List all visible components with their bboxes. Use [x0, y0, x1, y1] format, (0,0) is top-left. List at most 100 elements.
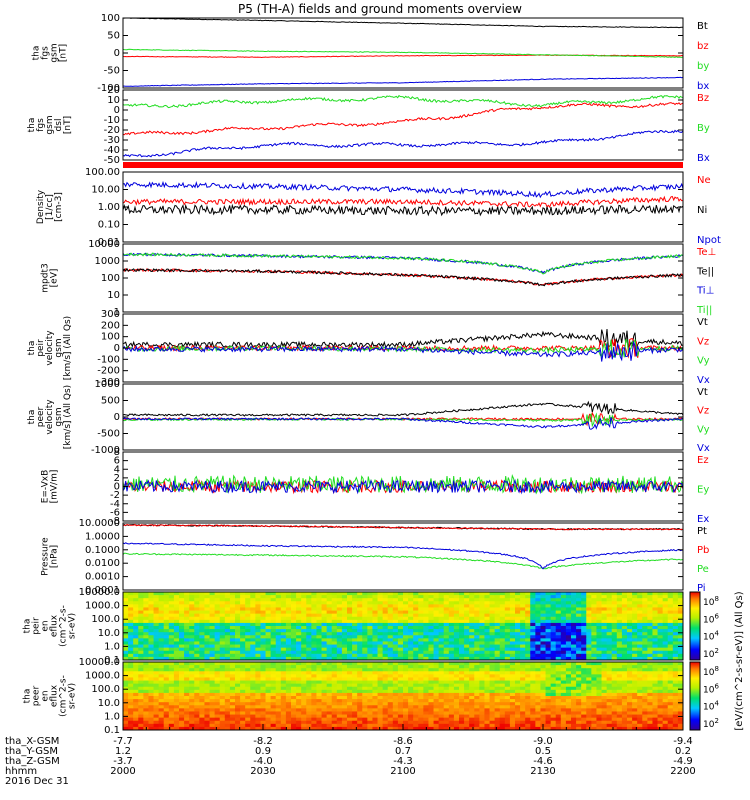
- y-tick-label: -300: [97, 377, 120, 388]
- y-tick-label: 8: [114, 447, 120, 458]
- y-axis-title: mpdt3[eV]: [41, 263, 60, 292]
- x-row-value: 1.2: [115, 746, 131, 757]
- legend-bx: Bx: [697, 153, 710, 164]
- colorbar-tick-label: 108: [703, 665, 719, 678]
- legend-pe: Pe: [697, 564, 709, 575]
- trace-ti: [122, 252, 684, 275]
- x-row-value: 2000: [110, 766, 135, 777]
- trace-ey: [122, 474, 684, 495]
- panel-frame: [122, 243, 684, 313]
- y-tick-label: -8: [110, 516, 120, 527]
- y-tick-label: 100: [101, 332, 120, 343]
- y-tick-label: 0.0010: [85, 572, 120, 583]
- y-axis-title: Pressure[nPa]: [41, 537, 60, 576]
- panel-frame: [122, 89, 684, 161]
- panel-4: 10000 1000 100 10 1 mpdt3[eV] Te⊥ Te|| Ti⊥ Ti||: [41, 239, 717, 318]
- x-row-label: tha_Z-GSM: [5, 756, 60, 767]
- legend-ne: Ne: [697, 175, 711, 186]
- x-row-value: 0.7: [395, 746, 411, 757]
- y-tick-label: 1000.0: [85, 601, 120, 612]
- trace-pe: [122, 552, 684, 570]
- y-tick-label: -10: [104, 115, 120, 126]
- y-tick-label: 1000.0: [85, 671, 120, 682]
- x-row-value: 2130: [530, 766, 555, 777]
- y-tick-label: 300: [101, 309, 120, 320]
- legend-vz: Vz: [697, 406, 709, 417]
- x-row-value: 2030: [250, 766, 275, 777]
- legend-bt: Bt: [697, 21, 708, 32]
- x-row-value: 0.2: [675, 746, 691, 757]
- colorbar-2: 108 106 104 102: [689, 661, 719, 731]
- trace-ni: [122, 203, 684, 217]
- status-band: [123, 162, 683, 168]
- y-tick-label: 0: [114, 48, 120, 59]
- y-tick-label: 10000.0: [79, 587, 120, 598]
- x-row-value: 2100: [390, 766, 415, 777]
- y-tick-label: -40: [104, 145, 120, 156]
- y-tick-label: -100: [97, 83, 120, 94]
- y-tick-label: 1.0: [104, 711, 120, 722]
- y-tick-label: 10.0: [98, 698, 120, 709]
- y-tick-label: 0: [114, 412, 120, 423]
- trace-te: [122, 267, 684, 287]
- trace-vy: [122, 338, 684, 359]
- y-tick-label: 0: [114, 482, 120, 493]
- colorbar-tick-label: 108: [703, 595, 719, 608]
- y-axis-title: thafgsgsm[nT]: [32, 43, 69, 62]
- x-row-value: -7.7: [113, 736, 133, 747]
- y-tick-label: -50: [104, 155, 120, 166]
- colorbar-scale: [689, 661, 701, 731]
- y-axis-title: thapeirvelocitygsm[km/s] (All Qs): [27, 316, 73, 380]
- legend-vt: Vt: [697, 387, 708, 398]
- y-tick-label: 10: [107, 290, 120, 301]
- legend-by: by: [697, 61, 709, 72]
- x-row-label: hhmm: [5, 766, 37, 777]
- trace-ex: [122, 478, 684, 495]
- y-tick-label: 10.0000: [79, 518, 120, 529]
- legend-vx: Vx: [697, 375, 710, 386]
- colorbar-scale: [689, 591, 701, 661]
- x-row-label: tha_Y-GSM: [5, 746, 58, 757]
- y-tick-label: 1000: [95, 256, 120, 267]
- legend-vx: Vx: [697, 443, 710, 454]
- colorbar-tick-label: 102: [703, 717, 719, 730]
- legend-pb: Pb: [697, 545, 709, 556]
- y-tick-label: -6: [110, 507, 120, 518]
- y-tick-label: 100.0: [91, 614, 120, 625]
- colorbar-tick-label: 106: [703, 612, 719, 625]
- y-tick-label: -50: [104, 66, 120, 77]
- y-axis-title: Density[1/cc][cm-3]: [36, 189, 64, 224]
- legend-ni: Ni: [697, 205, 707, 216]
- y-tick-label: 0.1: [104, 725, 120, 736]
- y-tick-label: 0.10: [98, 220, 120, 231]
- y-tick-label: 1.00: [98, 202, 120, 213]
- y-tick-label: 20: [107, 85, 120, 96]
- x-row-value: -8.6: [393, 736, 413, 747]
- legend-bz: Bz: [697, 93, 709, 104]
- legend-vt: Vt: [697, 317, 708, 328]
- panel-1: 100 50 0 -50 -100 thafgsgsm[nT] Bt bz by bx: [32, 13, 710, 94]
- legend-ez: Ez: [697, 455, 709, 466]
- trace-vx: [122, 417, 684, 430]
- x-row-label: tha_X-GSM: [5, 736, 59, 747]
- trace-vx: [122, 340, 684, 362]
- y-tick-label: -30: [104, 135, 120, 146]
- x-row-value: -4.6: [533, 756, 553, 767]
- x-row-value: -8.2: [253, 736, 273, 747]
- y-tick-label: 0.1: [104, 655, 120, 666]
- colorbar-label: [eV/(cm^2-s-sr-eV)] (All Qs): [734, 591, 745, 730]
- x-row-value: -9.4: [673, 736, 693, 747]
- y-tick-label: -100: [97, 354, 120, 365]
- y-tick-label: 4: [114, 464, 120, 475]
- trace-npot: [122, 180, 684, 199]
- y-tick-label: 100.00: [85, 167, 120, 178]
- y-tick-label: -2: [110, 490, 120, 501]
- y-tick-label: 0.01: [98, 237, 120, 248]
- y-tick-label: 1000: [95, 379, 120, 390]
- legend-ey: Ey: [697, 485, 709, 496]
- y-tick-label: 1.0: [104, 641, 120, 652]
- y-tick-label: 1.0000: [85, 531, 120, 542]
